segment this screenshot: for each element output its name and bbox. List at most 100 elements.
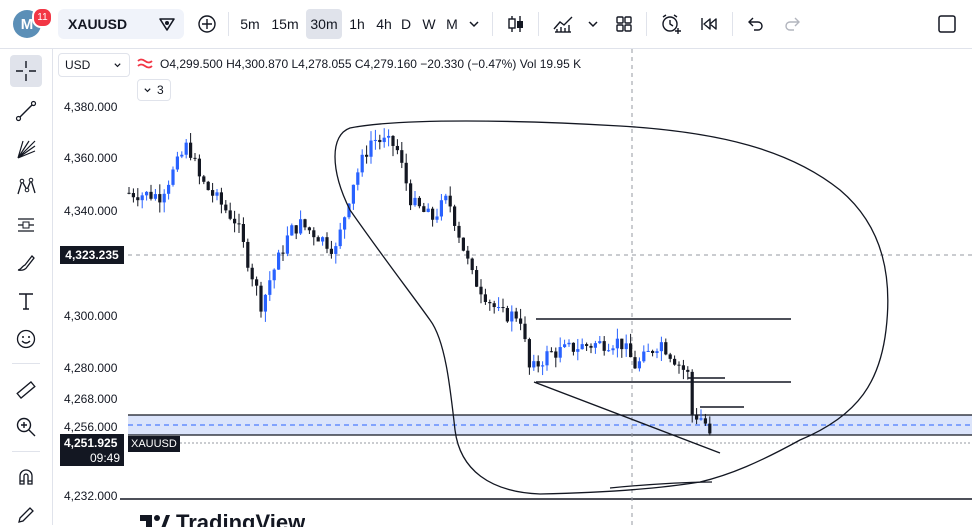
- price-chart[interactable]: [56, 49, 972, 525]
- interval-w[interactable]: W: [422, 16, 436, 32]
- interval-4h[interactable]: 4h: [376, 16, 392, 32]
- interval-15m[interactable]: 15m: [271, 16, 299, 32]
- hand-drawn-circle: [334, 120, 889, 495]
- candle-body: [431, 208, 435, 220]
- candle-body: [136, 197, 140, 201]
- interval-d[interactable]: D: [400, 16, 412, 32]
- candle-body: [373, 139, 377, 141]
- hidden-indicators-count: 3: [157, 83, 164, 97]
- candle-body: [329, 248, 333, 254]
- interval-1h[interactable]: 1h: [349, 16, 365, 32]
- legend-collapse-button[interactable]: 3: [137, 79, 171, 101]
- rewind-icon: [701, 18, 717, 30]
- low-value: L4,278.055: [291, 57, 352, 71]
- price-tick: 4,340.000: [64, 204, 118, 218]
- interval-5m[interactable]: 5m: [240, 16, 260, 32]
- candle-body: [576, 349, 580, 352]
- candle-body: [624, 343, 628, 350]
- trend-line-tool[interactable]: [10, 95, 42, 127]
- hand-drawn-tail: [609, 481, 713, 489]
- square-icon: [938, 15, 956, 33]
- indicators-button[interactable]: [548, 9, 578, 39]
- candle-body: [131, 193, 135, 198]
- magnet-tool[interactable]: [10, 461, 42, 493]
- toolbar-divider: [538, 12, 539, 36]
- drawing-mode-tool[interactable]: [10, 499, 42, 531]
- candle-body: [686, 369, 690, 372]
- gann-fib-tool[interactable]: [10, 133, 42, 165]
- ohlc-legend: O4,299.500 H4,300.870 L4,278.055 C4,279.…: [160, 57, 581, 71]
- candle-body: [246, 241, 250, 268]
- candle-body: [505, 308, 509, 322]
- text-icon: [19, 293, 33, 310]
- toolbar-divider: [12, 363, 40, 364]
- redo-button[interactable]: [778, 9, 808, 39]
- candle-body: [316, 237, 320, 242]
- chevron-down-icon: [588, 21, 598, 28]
- candle-body: [567, 342, 571, 345]
- candle-body: [673, 358, 677, 365]
- interval-dropdown[interactable]: [464, 9, 484, 39]
- indicators-dropdown[interactable]: [584, 9, 602, 39]
- emoji-tool[interactable]: [10, 323, 42, 355]
- brush-tool[interactable]: [10, 247, 42, 279]
- candle-body: [466, 250, 470, 259]
- fullscreen-button[interactable]: [932, 9, 962, 39]
- candle-body: [413, 197, 417, 206]
- measure-tool[interactable]: [10, 374, 42, 406]
- candle-body: [193, 157, 197, 159]
- pencil-lock-icon: [18, 507, 34, 523]
- toolbar-divider: [492, 12, 493, 36]
- candle-body: [558, 347, 562, 358]
- forecasting-tool[interactable]: [10, 209, 42, 241]
- chart-type-button[interactable]: [502, 9, 530, 39]
- indicators-icon: [553, 16, 573, 33]
- candle-body: [184, 142, 188, 155]
- price-tick: 4,300.000: [64, 309, 118, 323]
- interval-m[interactable]: M: [446, 16, 458, 32]
- interval-30m[interactable]: 30m: [306, 9, 342, 39]
- candle-body: [378, 139, 382, 143]
- candle-body: [699, 418, 703, 420]
- patterns-tool[interactable]: [10, 171, 42, 203]
- symbol-search[interactable]: XAUUSD: [58, 9, 184, 39]
- candle-body: [615, 338, 619, 349]
- candle-body: [158, 194, 162, 203]
- add-to-watchlist-icon[interactable]: [158, 16, 176, 32]
- candle-body: [294, 225, 298, 234]
- drawing-toolbar: [0, 49, 53, 525]
- undo-button[interactable]: [740, 9, 770, 39]
- candle-body: [470, 258, 474, 271]
- alert-button[interactable]: [656, 9, 686, 39]
- notification-badge: 11: [32, 7, 53, 28]
- compare-symbol-button[interactable]: [192, 9, 222, 39]
- candle-body: [307, 227, 311, 231]
- candle-body: [299, 219, 303, 234]
- replay-button[interactable]: [694, 9, 724, 39]
- candle-body: [664, 342, 668, 355]
- zoom-in-icon: [16, 417, 36, 437]
- crosshair-tool[interactable]: [10, 55, 42, 87]
- candle-body: [479, 286, 483, 295]
- candle-body: [250, 267, 254, 280]
- candle-body: [444, 195, 448, 201]
- candle-body: [369, 140, 373, 157]
- currency-selector[interactable]: USD: [58, 53, 130, 77]
- candle-body: [492, 303, 496, 308]
- toolbar-divider: [732, 12, 733, 36]
- candle-body: [400, 150, 404, 163]
- candle-body: [598, 341, 602, 344]
- zoom-tool[interactable]: [10, 411, 42, 443]
- candle-body: [563, 344, 567, 348]
- layouts-button[interactable]: [610, 9, 638, 39]
- candle-body: [281, 252, 285, 254]
- price-tick: 4,232.000: [64, 489, 118, 503]
- candle-body: [633, 357, 637, 369]
- candle-body: [593, 343, 597, 348]
- candle-body: [391, 135, 395, 146]
- open-value: O4,299.500: [160, 57, 223, 71]
- candle-body: [435, 216, 439, 220]
- trend-line-icon: [15, 100, 37, 122]
- chevron-down-icon: [114, 63, 121, 68]
- text-tool[interactable]: [10, 285, 42, 317]
